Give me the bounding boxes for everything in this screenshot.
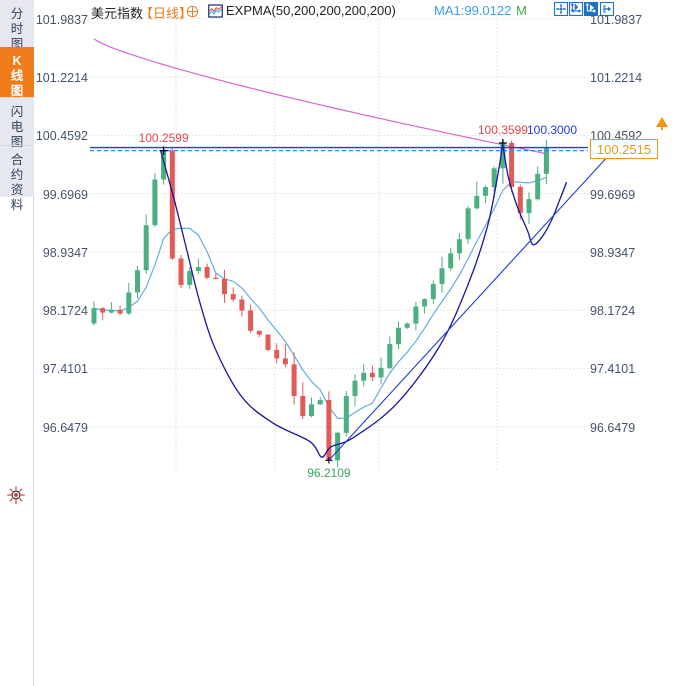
svg-text:100.3599: 100.3599: [478, 123, 528, 137]
svg-text:100.3000: 100.3000: [527, 123, 577, 137]
svg-text:96.2109: 96.2109: [307, 466, 351, 480]
svg-text:100.2599: 100.2599: [139, 131, 189, 145]
